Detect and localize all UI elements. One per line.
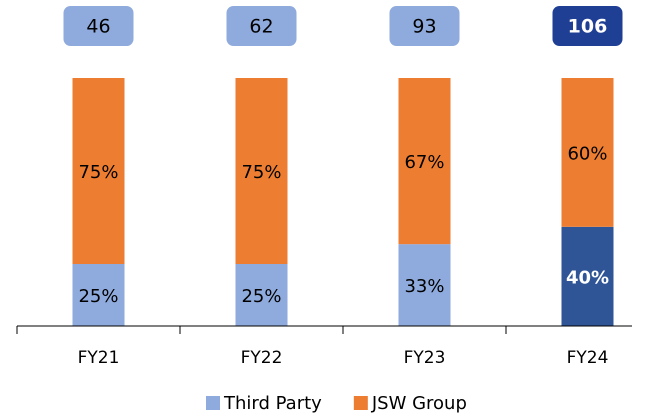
data-label: 25%	[241, 286, 281, 307]
bar-segment	[72, 78, 125, 264]
total-label: 46	[86, 16, 110, 38]
bar-segment	[235, 78, 288, 264]
bar-segment	[561, 226, 614, 326]
bar-segment	[398, 78, 451, 245]
total-badge	[63, 6, 134, 46]
x-tick-label: FY23	[404, 348, 446, 368]
legend-label: JSW Group	[371, 393, 467, 414]
data-label: 60%	[567, 143, 607, 164]
legend-swatch	[353, 396, 368, 410]
data-label: 75%	[241, 162, 281, 183]
x-tick-label: FY24	[567, 348, 609, 368]
total-label: 106	[568, 16, 608, 38]
data-label: 75%	[78, 162, 118, 183]
data-label: 67%	[404, 152, 444, 173]
legend-swatch	[206, 396, 220, 410]
total-badge	[389, 6, 460, 46]
bar-segment	[72, 264, 125, 326]
bar-segment	[561, 78, 614, 227]
total-badge	[226, 6, 297, 46]
total-label: 93	[412, 16, 436, 38]
legend-label: Third Party	[223, 393, 322, 414]
data-label: 25%	[78, 286, 118, 307]
total-badge	[552, 6, 623, 46]
bar-segment	[235, 264, 288, 326]
x-tick-label: FY21	[78, 348, 120, 368]
x-tick-label: FY22	[241, 348, 283, 368]
total-label: 62	[249, 16, 273, 38]
data-label: 40%	[566, 267, 609, 288]
bar-segment	[398, 244, 451, 326]
data-label: 33%	[404, 276, 444, 297]
